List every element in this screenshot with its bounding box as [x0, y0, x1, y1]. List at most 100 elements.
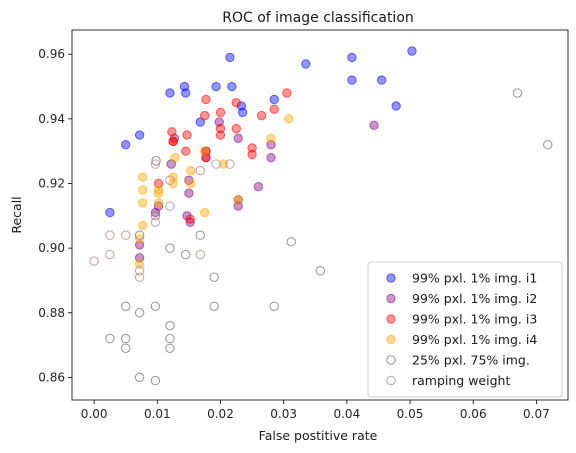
scatter-point-s0-10 — [237, 107, 248, 118]
scatter-point-s1-15 — [233, 133, 243, 143]
scatter-point-s5-13 — [225, 159, 235, 169]
scatter-point-s5-7 — [150, 159, 161, 169]
scatter-point-s4-22 — [543, 140, 553, 150]
scatter-point-s2-13 — [231, 98, 241, 108]
legend: 99% pxl. 1% img. i1 99% pxl. 1% img. i2 99… — [367, 261, 563, 398]
scatter-point-s2-10 — [215, 123, 226, 134]
scatter-point-s0-11 — [269, 94, 279, 105]
scatter-point-s2-17 — [282, 88, 292, 98]
x-tick-label: 0.03 — [270, 407, 297, 421]
scatter-point-s4-12 — [165, 343, 175, 353]
scatter-point-s3-6 — [153, 188, 164, 198]
scatter-point-s4-0 — [105, 333, 115, 344]
scatter-point-s2-14 — [247, 149, 257, 160]
scatter-point-s5-1 — [105, 230, 115, 240]
scatter-point-s2-6 — [201, 94, 211, 105]
legend-marker — [386, 334, 396, 345]
scatter-point-s3-19 — [284, 114, 294, 124]
scatter-point-s4-3 — [121, 343, 131, 353]
scatter-point-s4-6 — [134, 230, 145, 240]
y-axis-label: Recall — [9, 196, 24, 233]
chart-title: ROC of image classification — [222, 10, 414, 26]
scatter-point-s4-14 — [181, 249, 191, 260]
scatter-point-s3-12 — [186, 165, 196, 176]
scatter-point-s4-7 — [150, 375, 161, 386]
scatter-point-s1-19 — [369, 120, 379, 131]
plot-points — [89, 46, 553, 386]
scatter-point-s1-8 — [184, 188, 194, 198]
legend-label: 99% pxl. 1% img. i3 — [412, 312, 537, 327]
scatter-point-s3-17 — [233, 194, 243, 205]
legend-marker — [386, 273, 396, 283]
scatter-point-s0-17 — [407, 46, 417, 56]
scatter-point-s4-9 — [150, 211, 161, 221]
scatter-point-s0-18 — [391, 101, 401, 111]
scatter-point-s2-15 — [247, 143, 257, 153]
scatter-point-s4-16 — [209, 272, 219, 282]
scatter-point-s4-21 — [512, 88, 523, 98]
scatter-point-s3-18 — [266, 133, 276, 143]
scatter-point-s0-0 — [105, 207, 115, 218]
x-tick-label: 0.05 — [397, 407, 424, 421]
y-tick-label: 0.94 — [38, 112, 65, 126]
scatter-point-s5-12 — [211, 159, 221, 169]
legend-label: ramping weight — [412, 373, 510, 388]
legend-label: 25% pxl. 75% img. — [412, 353, 530, 368]
y-tick-label: 0.86 — [38, 370, 65, 384]
scatter-point-s2-4 — [185, 214, 195, 224]
scatter-point-s0-1 — [121, 140, 131, 150]
scatter-point-s4-13 — [165, 243, 175, 253]
x-tick-label: 0.02 — [207, 407, 234, 421]
scatter-point-s5-2 — [105, 249, 115, 260]
scatter-point-s1-17 — [266, 140, 276, 150]
scatter-point-s2-20 — [181, 146, 191, 156]
scatter-point-s3-3 — [138, 198, 148, 208]
scatter-point-s0-6 — [211, 81, 221, 92]
y-tick-label: 0.92 — [38, 176, 65, 190]
scatter-point-s3-4 — [138, 185, 148, 195]
scatter-point-s2-0 — [153, 178, 164, 189]
scatter-point-s2-12 — [231, 123, 241, 134]
scatter-point-s1-14 — [233, 201, 243, 211]
legend-label: 99% pxl. 1% img. i2 — [412, 291, 537, 306]
scatter-point-s4-2 — [121, 333, 131, 344]
y-tick-label: 0.96 — [38, 47, 65, 61]
scatter-point-s5-11 — [195, 249, 205, 260]
x-tick-label: 0.06 — [460, 407, 487, 421]
scatter-point-s3-15 — [199, 146, 210, 156]
y-tick-label: 0.88 — [38, 306, 65, 320]
scatter-point-s4-18 — [269, 301, 279, 311]
scatter-point-s1-3 — [153, 201, 164, 211]
scatter-point-s3-5 — [138, 172, 148, 182]
scatter-point-s4-10 — [165, 320, 175, 331]
scatter-point-s3-7 — [153, 198, 164, 208]
scatter-point-s0-14 — [347, 52, 357, 63]
legend-box — [367, 261, 563, 398]
scatter-point-s5-0 — [89, 256, 99, 266]
legend-marker — [386, 314, 396, 324]
y-axis: 0.86 0.88 0.90 0.92 0.94 0.96 — [38, 47, 72, 384]
scatter-point-s0-8 — [227, 81, 237, 92]
scatter-point-s5-5 — [134, 266, 145, 276]
x-tick-label: 0.04 — [333, 407, 360, 421]
scatter-point-s4-1 — [121, 301, 131, 311]
scatter-point-s3-16 — [218, 159, 229, 169]
scatter-point-s3-13 — [186, 178, 196, 189]
scatter-point-s5-8 — [165, 201, 175, 211]
legend-marker — [386, 293, 396, 304]
scatter-point-s4-15 — [195, 230, 205, 240]
scatter-point-s3-14 — [199, 207, 210, 218]
scatter-point-s1-9 — [185, 217, 195, 227]
scatter-point-s4-23 — [151, 156, 161, 166]
legend-marker — [386, 355, 396, 365]
scatter-point-s3-11 — [170, 152, 180, 163]
scatter-point-s2-9 — [215, 107, 226, 118]
scatter-point-s4-17 — [209, 301, 219, 311]
scatter-point-s0-3 — [165, 88, 175, 98]
scatter-point-s1-16 — [253, 182, 264, 192]
x-axis-label: False postitive rate — [259, 428, 378, 443]
scatter-point-s5-9 — [165, 175, 175, 185]
scatter-point-s1-1 — [134, 253, 145, 263]
plot-frame — [71, 29, 569, 401]
